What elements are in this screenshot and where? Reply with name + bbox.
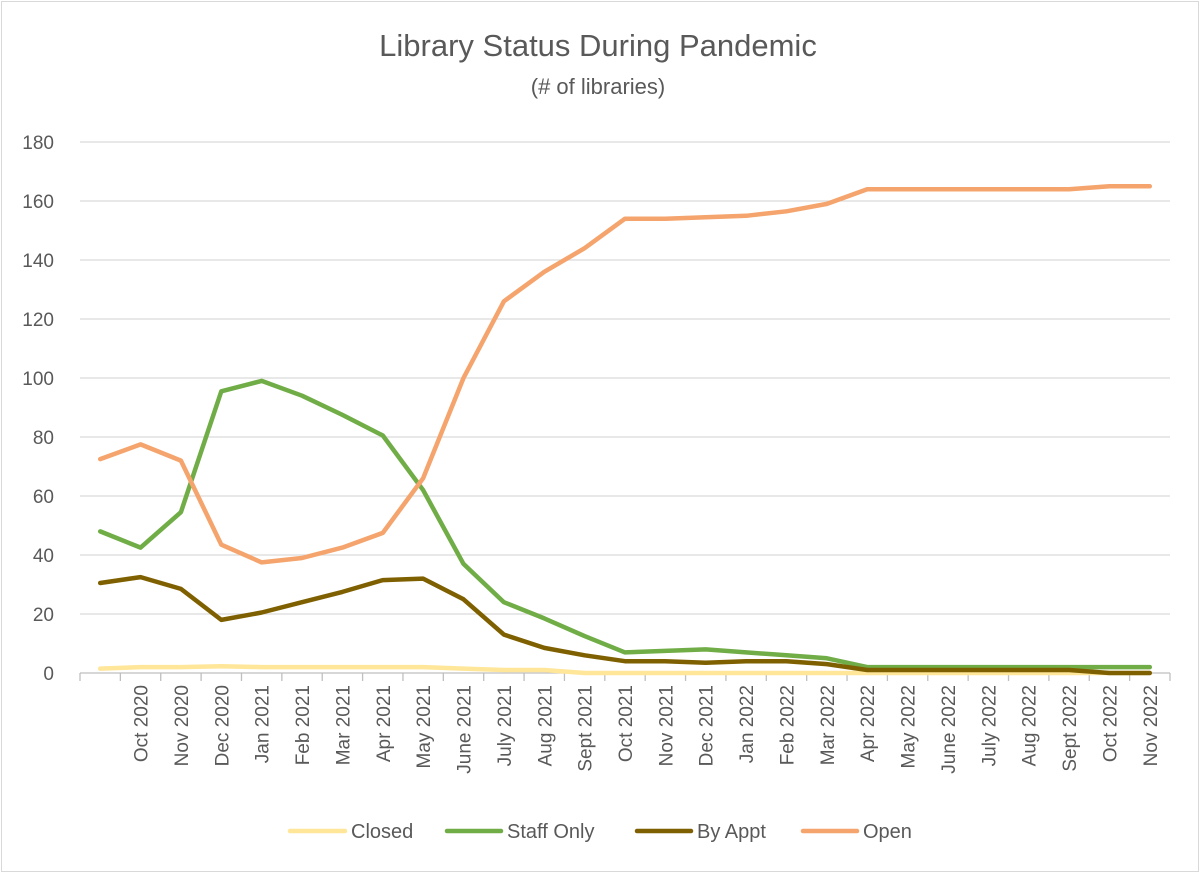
x-tick-label: Dec 2021	[697, 685, 718, 766]
y-tick-label: 140	[22, 251, 54, 272]
series-line-by-appt	[97, 574, 1153, 676]
y-tick-label: 20	[33, 605, 54, 626]
x-tick-label: Oct 2021	[616, 685, 637, 762]
x-tick-label: May 2021	[414, 685, 435, 768]
x-tick-label: Sept 2022	[1060, 685, 1081, 772]
x-tick-label: Aug 2022	[1020, 685, 1041, 766]
x-tick-label: Oct 2020	[132, 685, 153, 762]
axes: 0 20 40 60 80 100 120 140 160 180 Oct 2020 Nov 2020…	[22, 133, 1171, 774]
chart-title: Library Status During Pandemic	[379, 28, 817, 63]
series-line-open	[97, 184, 1153, 565]
x-tick-label: May 2022	[899, 685, 920, 768]
series-lines	[97, 184, 1153, 676]
x-tick-label: June 2022	[939, 685, 960, 774]
legend-label-open: Open	[863, 821, 912, 843]
x-tick-label: July 2021	[495, 685, 516, 766]
y-tick-label: 80	[33, 428, 54, 449]
x-tick-label: Mar 2022	[818, 685, 839, 765]
series-line-staff-only	[97, 378, 1153, 670]
y-tick-label: 120	[22, 310, 54, 331]
gridlines	[80, 141, 1170, 615]
x-tick-label: Oct 2022	[1100, 685, 1121, 762]
legend-label-by-appt: By Appt	[697, 821, 766, 843]
y-tick-label: 180	[22, 133, 54, 154]
chart-subtitle: (# of libraries)	[530, 74, 666, 99]
y-tick-label: 40	[33, 546, 54, 567]
y-tick-label: 0	[43, 664, 54, 685]
y-tick-label: 160	[22, 192, 54, 213]
x-tick-label: Apr 2022	[858, 685, 879, 762]
x-tick-label: Nov 2020	[172, 685, 193, 766]
x-tick-label: Dec 2020	[212, 685, 233, 766]
legend-label-closed: Closed	[351, 821, 413, 843]
x-tick-label: June 2021	[455, 685, 476, 774]
x-tick-label: Aug 2021	[535, 685, 556, 766]
x-tick-label: July 2022	[979, 685, 1000, 766]
legend: Closed Staff Only By Appt Open	[287, 821, 912, 843]
y-tick-label: 60	[33, 487, 54, 508]
x-tick-label: Feb 2022	[777, 685, 798, 765]
y-tick-label: 100	[22, 369, 54, 390]
legend-label-staff-only: Staff Only	[507, 821, 594, 843]
x-tick-label: Jan 2022	[737, 685, 758, 763]
x-tick-label: Sept 2021	[576, 685, 597, 772]
series-line-closed	[97, 663, 1153, 676]
x-tick-label: Mar 2021	[333, 685, 354, 765]
x-tick-label: Apr 2021	[374, 685, 395, 762]
x-tick-label: Nov 2022	[1141, 685, 1162, 766]
x-tick-label: Nov 2021	[656, 685, 677, 766]
x-tick-label: Feb 2021	[293, 685, 314, 765]
x-tick-label: Jan 2021	[253, 685, 274, 763]
